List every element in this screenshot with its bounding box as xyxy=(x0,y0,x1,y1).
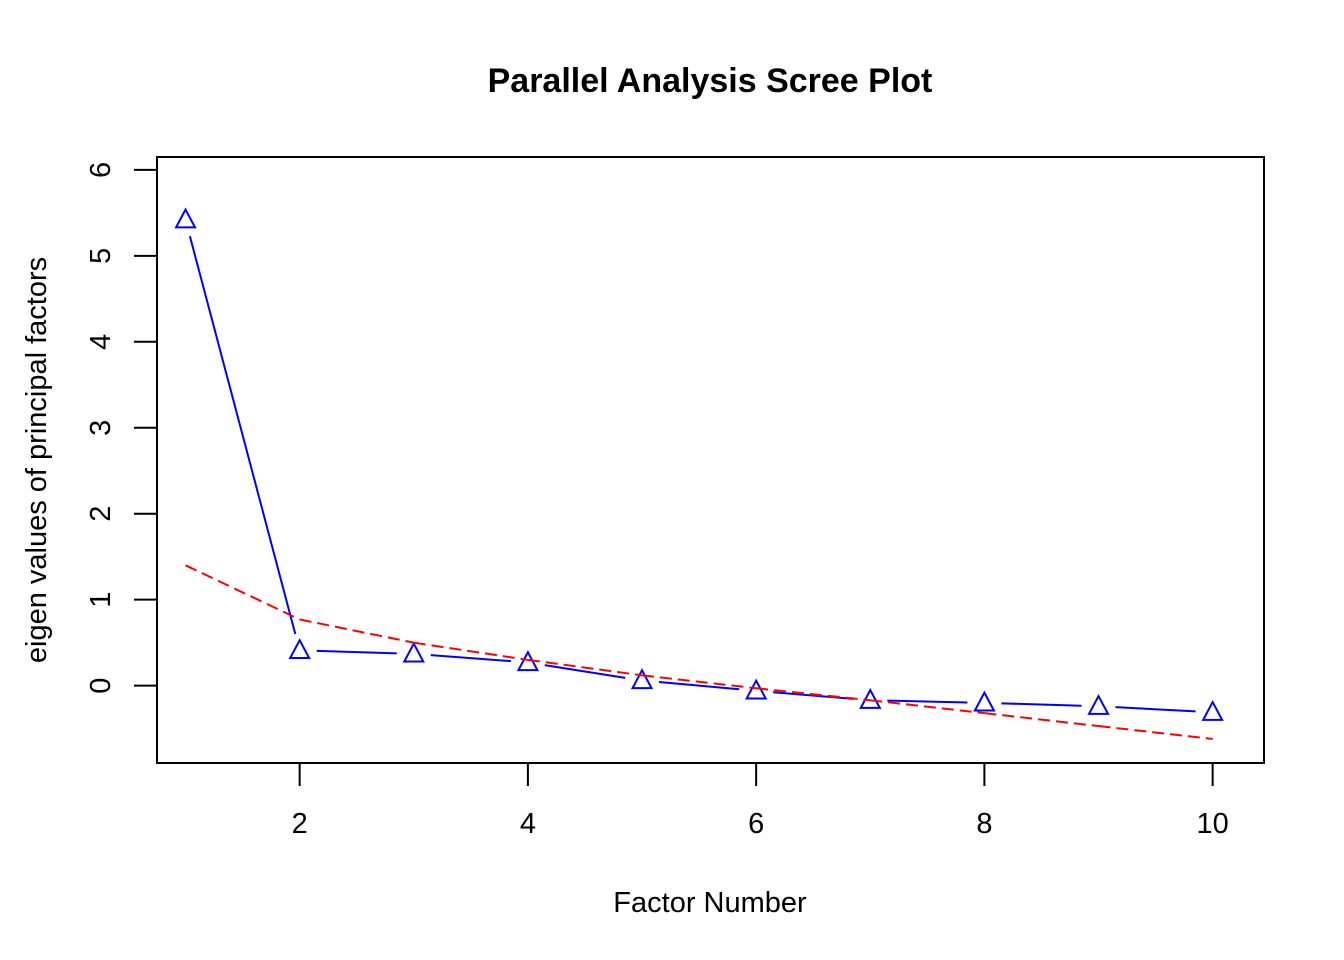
series-1-segment xyxy=(544,664,626,679)
y-tick-label: 5 xyxy=(85,248,117,264)
series-2-segment xyxy=(413,641,529,661)
series-2 xyxy=(185,564,1213,740)
x-tick-label: 10 xyxy=(1197,808,1229,840)
series-2-segment xyxy=(984,712,1099,728)
series-1-point xyxy=(174,207,197,229)
y-tick-label: 4 xyxy=(85,334,117,350)
x-axis: 2 4 6 8 10 xyxy=(292,763,1229,840)
series-1-point xyxy=(1201,699,1224,721)
plot-frame xyxy=(156,156,1265,764)
y-axis-label: eigen values of principal factors xyxy=(21,257,53,663)
series-1-segment xyxy=(773,691,854,700)
series-1-point xyxy=(402,641,425,663)
series-2-segment xyxy=(185,564,301,621)
series-2-segment xyxy=(1098,725,1213,740)
series-1-segment xyxy=(188,235,297,635)
series-1 xyxy=(174,207,1224,721)
y-tick-label: 3 xyxy=(85,420,117,436)
series-1-segment xyxy=(1001,702,1082,707)
series-1-segment xyxy=(658,681,740,691)
x-axis-label: Factor Number xyxy=(613,887,807,919)
series-1-point xyxy=(973,690,996,712)
series-1-point xyxy=(630,668,654,690)
x-tick-label: 8 xyxy=(976,808,992,840)
x-tick-label: 6 xyxy=(748,808,764,840)
x-tick-label: 4 xyxy=(520,808,536,840)
series-1-segment xyxy=(430,654,512,663)
series-1-segment xyxy=(887,699,968,704)
y-tick-label: 2 xyxy=(85,506,117,522)
series-2-segment xyxy=(527,658,643,677)
series-2-segment xyxy=(756,687,871,702)
y-axis: 0 1 2 3 4 5 6 xyxy=(85,162,157,694)
y-tick-label: 1 xyxy=(85,592,117,608)
series-2-segment xyxy=(299,618,414,644)
series-2-segment xyxy=(870,699,985,715)
series-1-point xyxy=(1087,693,1110,715)
series-1-segment xyxy=(316,649,397,655)
x-tick-label: 2 xyxy=(292,808,308,840)
series-layer xyxy=(174,207,1224,740)
series-1-point xyxy=(288,638,311,660)
y-tick-label: 6 xyxy=(85,162,117,178)
series-2-segment xyxy=(641,674,757,690)
series-1-segment xyxy=(1115,706,1196,713)
chart-title: Parallel Analysis Scree Plot xyxy=(488,62,933,100)
y-tick-label: 0 xyxy=(85,678,117,694)
